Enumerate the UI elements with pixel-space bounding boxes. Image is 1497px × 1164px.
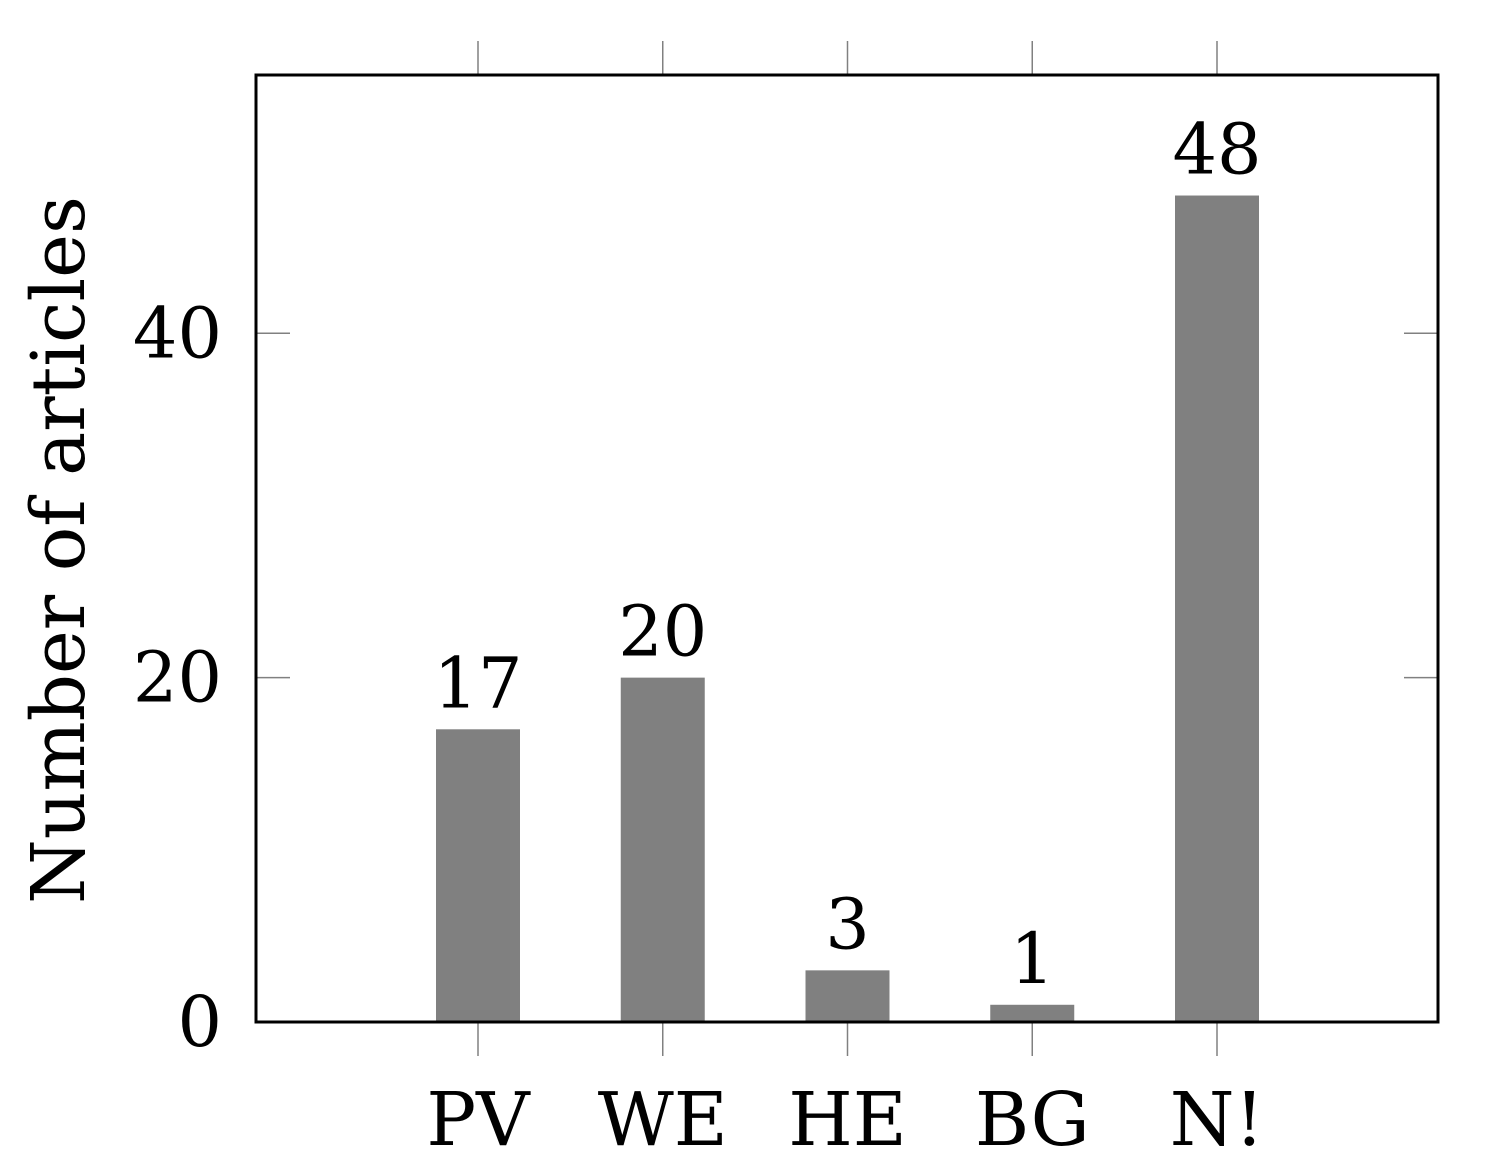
y-tick-label: 0 xyxy=(177,981,222,1063)
x-tick-label: BG xyxy=(975,1077,1090,1163)
data-label: 17 xyxy=(433,642,522,724)
x-tick-label: N! xyxy=(1170,1077,1265,1163)
x-tick-label: WE xyxy=(598,1077,728,1163)
bar-WE xyxy=(620,677,705,1022)
y-tick-labels: 0 20 40 xyxy=(133,292,222,1063)
bar-HE xyxy=(805,970,890,1022)
plot-frame xyxy=(254,73,1440,1024)
y-tick-label: 20 xyxy=(133,637,222,719)
data-label: 48 xyxy=(1172,109,1261,191)
data-label: 20 xyxy=(618,591,707,673)
data-label: 3 xyxy=(825,883,870,965)
y-tick-label: 40 xyxy=(133,292,222,374)
axis-ticks xyxy=(256,41,1438,1056)
y-axis-title: Number of articles xyxy=(16,196,102,904)
x-tick-labels: PV WE HE BG N! xyxy=(426,1077,1264,1163)
bar-BG xyxy=(990,1004,1075,1022)
x-tick-label: HE xyxy=(788,1077,907,1163)
data-labels: 17 20 3 1 48 xyxy=(433,109,1261,1000)
bar-N! xyxy=(1175,195,1259,1022)
bar-PV xyxy=(436,729,520,1022)
data-label: 1 xyxy=(1010,918,1055,1000)
x-tick-label: PV xyxy=(426,1077,531,1163)
bars xyxy=(436,195,1259,1022)
